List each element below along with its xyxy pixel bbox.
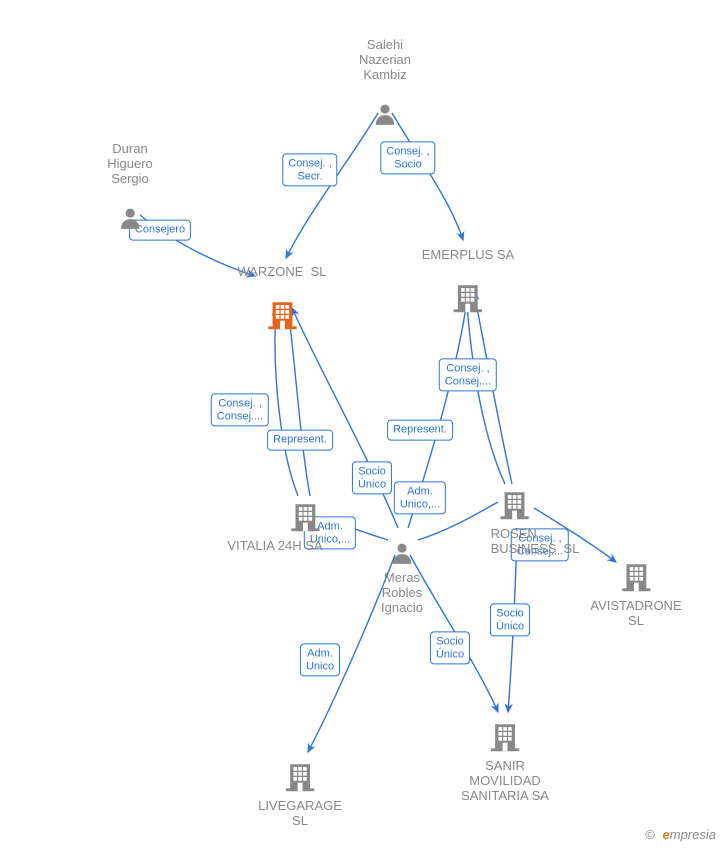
diagram-canvas: Consej. , Secr.Consej. , SocioConsejeroC… [0, 0, 728, 850]
person-icon [372, 101, 398, 127]
edge-label-meras-warzone: Socio Único [352, 461, 392, 494]
person-icon [389, 540, 415, 566]
person-icon [117, 205, 143, 231]
building-icon [451, 281, 485, 315]
node-label-rosen: ROSEN BUSINESS SL [491, 527, 580, 557]
node-label-meras: Meras Robles Ignacio [381, 571, 423, 616]
node-label-duran: Duran Higuero Sergio [107, 142, 153, 187]
person-icon [117, 205, 143, 236]
node-label-vitalia: VITALIA 24H SA [227, 539, 322, 554]
node-warzone[interactable]: WARZONE SL [237, 265, 326, 337]
edge-label-salehi-warzone: Consej. , Secr. [282, 153, 337, 186]
edge-label-salehi-emerplus: Consej. , Socio [380, 141, 435, 174]
edge-label-rosen-sanir: Socio Único [490, 603, 530, 636]
node-label-livegarage: LIVEGARAGE SL [258, 799, 342, 829]
edge-label-meras-emerplus: Adm. Unico,... [394, 481, 446, 514]
edge-label-rosen-emerplus: Consej. , Consej.... [439, 358, 497, 391]
building-icon [488, 720, 522, 759]
building-icon [288, 500, 322, 534]
building-icon [451, 281, 485, 320]
edge-label-vitalia-warzone: Consej. , Consej.... [211, 393, 269, 426]
node-label-avistadrone: AVISTADRONE SL [590, 599, 681, 629]
node-label-warzone: WARZONE SL [237, 265, 326, 280]
building-icon [265, 298, 299, 332]
edge-salehi-emerplus [392, 113, 463, 240]
building-icon [288, 500, 322, 539]
brand-first-letter: e [663, 827, 670, 842]
node-meras[interactable]: Meras Robles Ignacio [381, 540, 423, 616]
building-icon [498, 488, 532, 522]
edge-label-vitalia-warzone: Represent. [267, 430, 333, 451]
node-duran[interactable]: Duran Higuero Sergio [107, 142, 153, 236]
node-label-salehi: Salehi Nazerian Kambiz [359, 38, 411, 83]
brand-rest: mpresia [670, 827, 716, 842]
node-sanir[interactable]: SANIR MOVILIDAD SANITARIA SA [461, 720, 549, 804]
node-livegarage[interactable]: LIVEGARAGE SL [258, 760, 342, 829]
node-avistadrone[interactable]: AVISTADRONE SL [590, 560, 681, 629]
node-salehi[interactable]: Salehi Nazerian Kambiz [359, 38, 411, 132]
building-icon [498, 488, 532, 527]
footer: © empresia [645, 827, 716, 842]
node-label-emerplus: EMERPLUS SA [422, 248, 514, 263]
person-icon [372, 101, 398, 132]
edge-label-meras-sanir: Socio Único [430, 631, 470, 664]
edge-meras-warzone [292, 308, 398, 528]
copyright-symbol: © [645, 827, 655, 842]
building-icon [283, 760, 317, 794]
node-label-sanir: SANIR MOVILIDAD SANITARIA SA [461, 759, 549, 804]
person-icon [389, 540, 415, 571]
node-vitalia[interactable]: VITALIA 24H SA [257, 500, 352, 554]
node-rosen[interactable]: ROSEN BUSINESS SL [471, 488, 560, 557]
building-icon [265, 298, 299, 337]
edge-label-meras-livegarage: Adm. Unico [300, 643, 340, 676]
building-icon [619, 560, 653, 599]
building-icon [488, 720, 522, 754]
node-emerplus[interactable]: EMERPLUS SA [422, 248, 514, 320]
edge-label-rosen-emerplus: Represent. [387, 420, 453, 441]
building-icon [283, 760, 317, 799]
building-icon [619, 560, 653, 594]
